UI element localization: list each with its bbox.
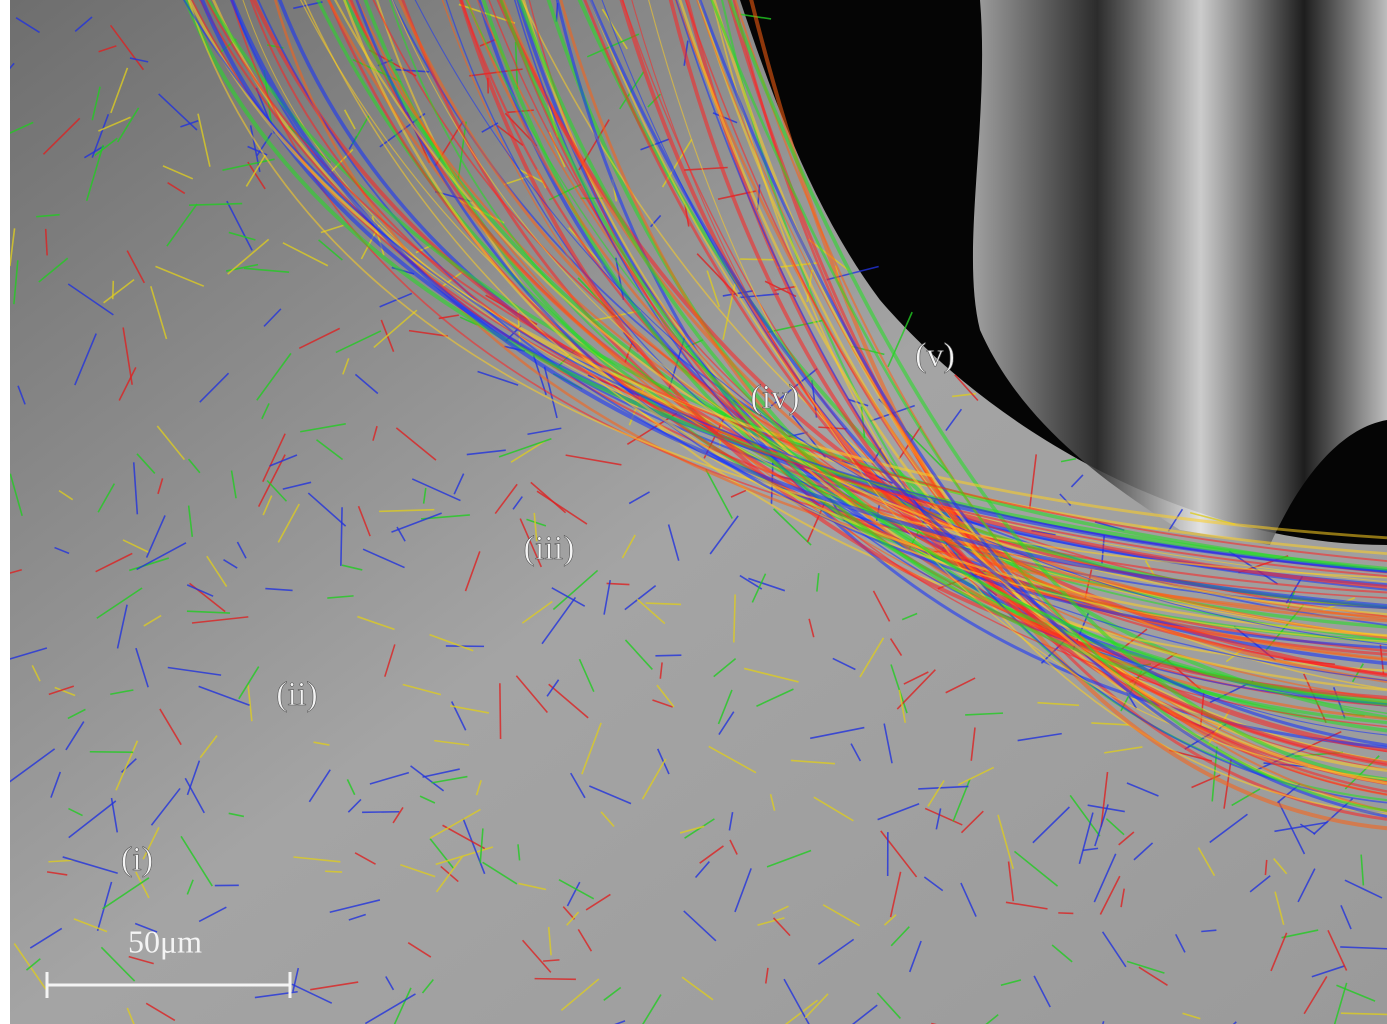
grain-boundary bbox=[90, 752, 133, 753]
scale-bar-label: 50μm bbox=[128, 923, 202, 959]
grain-boundary bbox=[655, 655, 681, 656]
grain-boundary bbox=[535, 979, 576, 980]
page: 50μm (i) (ii) (iii) (iv) (v) (() => { co… bbox=[0, 0, 1387, 1024]
micrograph: 50μm (i) (ii) (iii) (iv) (v) bbox=[0, 0, 1387, 1024]
grain-boundary bbox=[325, 871, 342, 872]
grain-boundary bbox=[500, 683, 501, 739]
zone-label: (ii) bbox=[276, 676, 318, 713]
zone-label: (v) bbox=[915, 337, 955, 374]
zone-label: (i) bbox=[121, 841, 153, 878]
grain-boundary bbox=[362, 812, 399, 813]
image-area bbox=[0, 0, 1387, 1024]
zone-label: (iv) bbox=[750, 379, 799, 416]
zone-label: (iii) bbox=[524, 530, 575, 567]
grain-boundary bbox=[1058, 913, 1073, 914]
